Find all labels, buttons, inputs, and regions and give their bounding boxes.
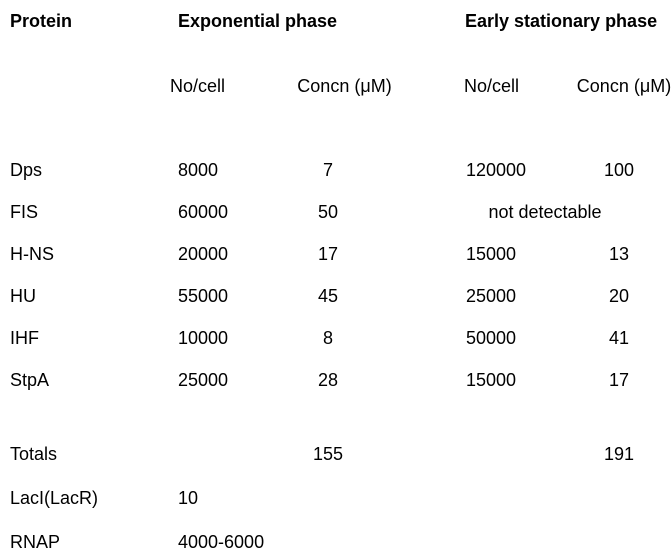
table-header-row: Protein Exponential phase Early stationa…	[0, 11, 672, 32]
table-row: StpA 25000 28 15000 17	[0, 370, 672, 391]
no-per-cell-stationary: 120000	[466, 160, 527, 180]
no-per-cell-exponential: 20000	[178, 244, 229, 264]
no-per-cell-exponential: 25000	[178, 370, 229, 390]
concn-exponential: 28	[317, 370, 339, 390]
protein-name: StpA	[10, 370, 50, 390]
concn-stationary: 100	[603, 160, 635, 180]
table-subheader-row: No/cell Concn (μM) No/cell Concn (μM)	[0, 76, 672, 97]
not-detectable-note: not detectable	[488, 202, 602, 222]
col-header-early-stationary-phase: Early stationary phase	[465, 11, 658, 31]
no-per-cell-stationary: 50000	[466, 328, 517, 348]
subheader-concn-exponential: Concn (μM)	[297, 76, 392, 96]
no-per-cell-stationary: 25000	[466, 286, 517, 306]
no-per-cell-exponential: 8000	[178, 160, 219, 180]
no-per-cell-exponential: 10000	[178, 328, 229, 348]
subheader-no-per-cell-stationary: No/cell	[464, 76, 520, 96]
protein-name: HU	[10, 286, 36, 306]
subheader-concn-stationary: Concn (μM)	[576, 76, 672, 96]
protein-name: IHF	[10, 328, 39, 348]
concn-stationary: 17	[608, 370, 630, 390]
col-header-protein: Protein	[10, 11, 73, 31]
protein-name: LacI(LacR)	[10, 488, 99, 508]
table-row: RNAP 4000-6000	[0, 532, 672, 553]
no-per-cell-exponential: 55000	[178, 286, 229, 306]
no-per-cell-exponential: 10	[178, 488, 199, 508]
table-row: IHF 10000 8 50000 41	[0, 328, 672, 349]
concn-exponential: 7	[322, 160, 333, 180]
concn-stationary: 41	[608, 328, 630, 348]
no-per-cell-exponential: 4000-6000	[178, 532, 265, 552]
table-row: Dps 8000 7 120000 100	[0, 160, 672, 181]
col-header-exponential-phase: Exponential phase	[178, 11, 338, 31]
totals-concn-stationary: 191	[603, 444, 635, 464]
protein-name: RNAP	[10, 532, 61, 552]
concn-exponential: 17	[317, 244, 339, 264]
totals-concn-exponential: 155	[312, 444, 344, 464]
concn-exponential: 45	[317, 286, 339, 306]
protein-name: FIS	[10, 202, 39, 222]
protein-name: Dps	[10, 160, 43, 180]
totals-label: Totals	[10, 444, 58, 464]
subheader-no-per-cell-exponential: No/cell	[170, 76, 226, 96]
concn-exponential: 50	[317, 202, 339, 222]
protein-name: H-NS	[10, 244, 54, 264]
no-per-cell-exponential: 60000	[178, 202, 229, 222]
concn-stationary: 20	[608, 286, 630, 306]
concn-exponential: 8	[322, 328, 333, 348]
table-row: FIS 60000 50 not detectable	[0, 202, 672, 223]
table-row: LacI(LacR) 10	[0, 488, 672, 509]
no-per-cell-stationary: 15000	[466, 370, 517, 390]
table-row: HU 55000 45 25000 20	[0, 286, 672, 307]
concn-stationary: 13	[608, 244, 630, 264]
table-row: H-NS 20000 17 15000 13	[0, 244, 672, 265]
no-per-cell-stationary: 15000	[466, 244, 517, 264]
totals-row: Totals 155 191	[0, 444, 672, 465]
